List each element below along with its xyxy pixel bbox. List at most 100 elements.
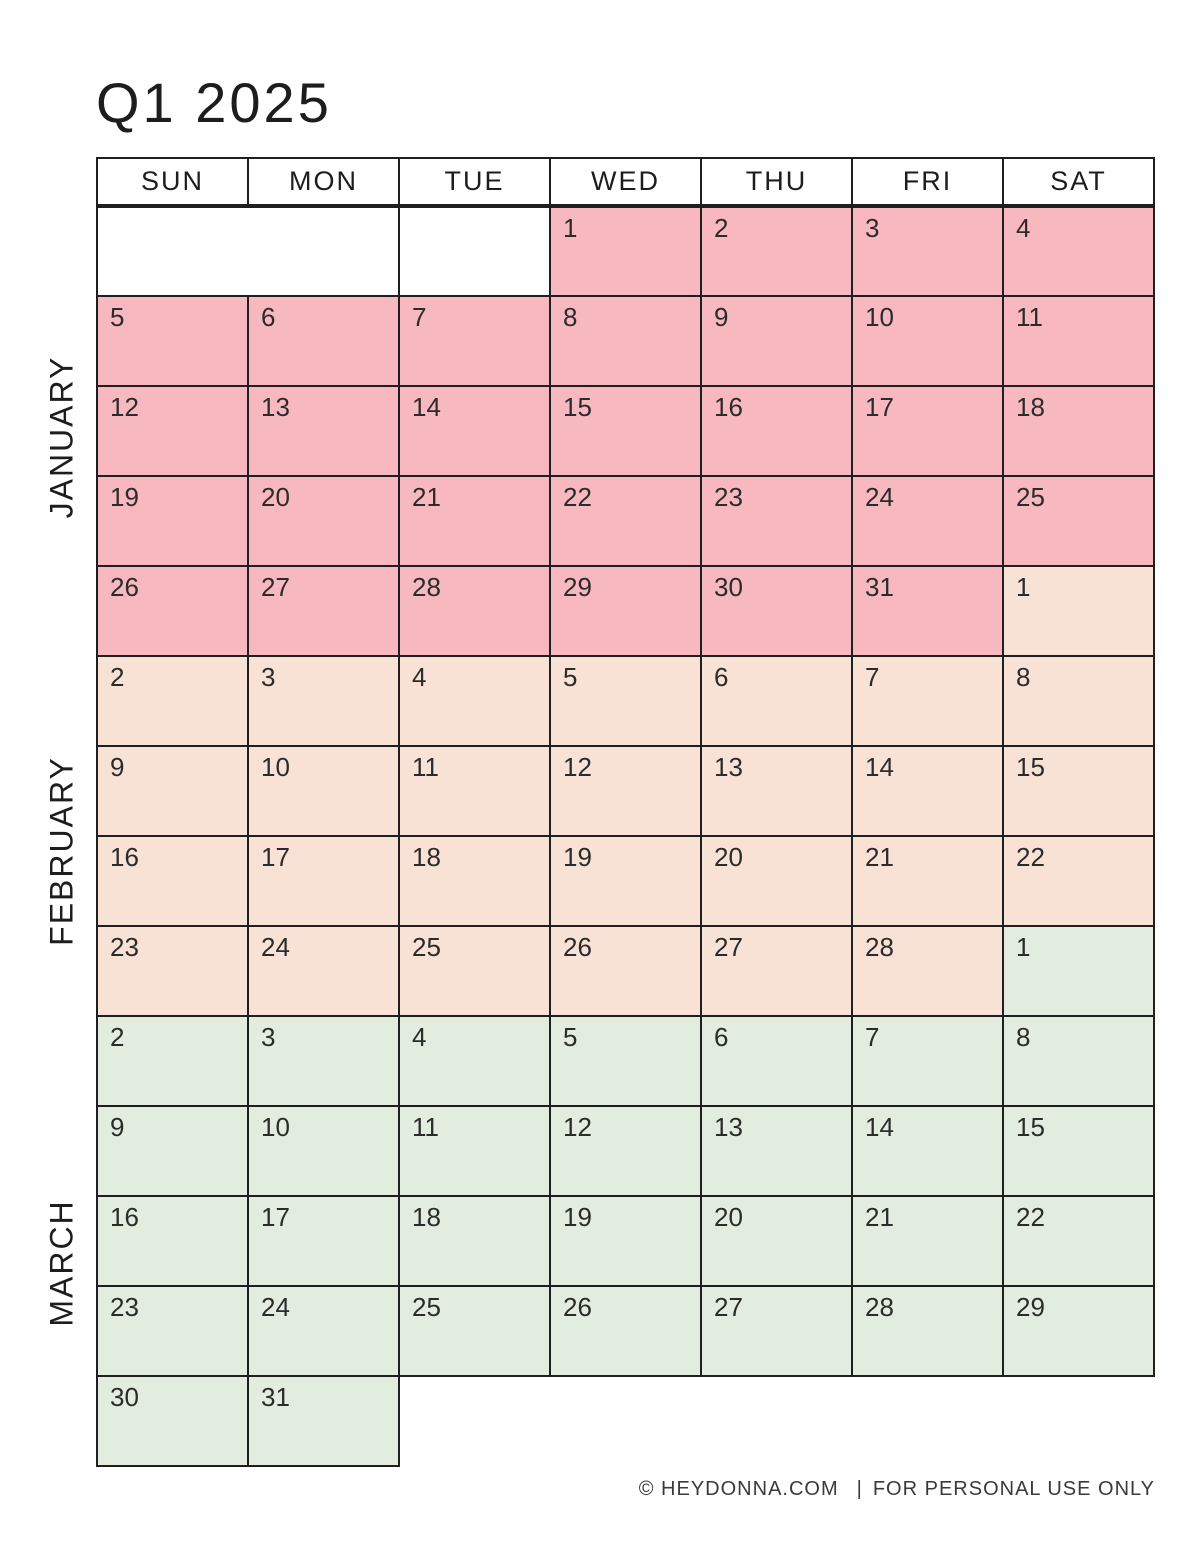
day-number: 8 (563, 302, 578, 332)
day-number: 26 (563, 932, 592, 962)
day-cell-march-26: 26 (549, 1285, 702, 1377)
day-cell-january-11: 11 (1002, 295, 1155, 387)
day-cell-march-6: 6 (700, 1015, 853, 1107)
footer-usage-notice: FOR PERSONAL USE ONLY (872, 1478, 1155, 1500)
day-cell-january-28: 28 (398, 565, 551, 657)
day-cell-february-14: 14 (851, 745, 1004, 837)
day-cell-february-24: 24 (247, 925, 400, 1017)
day-cell-february-2: 2 (96, 655, 249, 747)
week-row: 9 10 11 12 13 14 15 (96, 745, 1155, 837)
week-row: 23 24 25 26 27 28 1 (96, 925, 1155, 1017)
day-cell-february-22: 22 (1002, 835, 1155, 927)
day-number: 5 (110, 302, 125, 332)
day-cell-february-16: 16 (96, 835, 249, 927)
day-number: 23 (714, 482, 743, 512)
week-row: 9 10 11 12 13 14 15 (96, 1105, 1155, 1197)
week-row: 12 13 14 15 16 17 18 (96, 385, 1155, 477)
day-number: 2 (714, 213, 729, 243)
day-cell-january-12: 12 (96, 385, 249, 477)
day-number: 4 (1016, 213, 1031, 243)
weekday-header-mon: MON (247, 157, 400, 208)
day-cell-january-9: 9 (700, 295, 853, 387)
day-number: 22 (1016, 1202, 1045, 1232)
day-number: 20 (261, 482, 290, 512)
day-cell-january-27: 27 (247, 565, 400, 657)
day-number: 7 (865, 1022, 880, 1052)
day-cell-march-17: 17 (247, 1195, 400, 1287)
day-number: 10 (261, 752, 290, 782)
day-number: 12 (563, 1112, 592, 1142)
week-row: 2 3 4 5 6 7 8 (96, 1015, 1155, 1107)
weekday-header-tue: TUE (398, 157, 551, 208)
day-cell-february-3: 3 (247, 655, 400, 747)
day-cell-march-27: 27 (700, 1285, 853, 1377)
day-number: 14 (865, 1112, 894, 1142)
day-number: 4 (412, 1022, 427, 1052)
day-cell-february-20: 20 (700, 835, 853, 927)
day-number: 7 (865, 662, 880, 692)
day-number: 16 (110, 842, 139, 872)
day-number: 17 (261, 842, 290, 872)
weekday-header-wed: WED (549, 157, 702, 208)
day-number: 11 (1016, 302, 1043, 332)
day-number: 23 (110, 1292, 139, 1322)
day-number: 20 (714, 1202, 743, 1232)
day-number: 8 (1016, 1022, 1031, 1052)
day-cell-january-5: 5 (96, 295, 249, 387)
day-number: 31 (865, 572, 894, 602)
day-cell-january-31: 31 (851, 565, 1004, 657)
day-cell-march-7: 7 (851, 1015, 1004, 1107)
day-number: 1 (1016, 572, 1031, 602)
day-cell-january-22: 22 (549, 475, 702, 567)
day-cell-january-17: 17 (851, 385, 1004, 477)
day-cell-march-5: 5 (549, 1015, 702, 1107)
weekday-header-row: SUN MON TUE WED THU FRI SAT (96, 157, 1155, 208)
day-number: 2 (110, 662, 125, 692)
month-label-march: MARCH (43, 1199, 80, 1327)
day-number: 19 (563, 1202, 592, 1232)
day-cell-february-10: 10 (247, 745, 400, 837)
day-cell-january-13: 13 (247, 385, 400, 477)
day-cell-march-28: 28 (851, 1285, 1004, 1377)
day-number: 31 (261, 1382, 290, 1412)
day-cell-january-6: 6 (247, 295, 400, 387)
day-cell-january-2: 2 (700, 205, 853, 297)
day-cell-january-25: 25 (1002, 475, 1155, 567)
day-cell-february-13: 13 (700, 745, 853, 837)
day-cell-march-13: 13 (700, 1105, 853, 1197)
day-cell-january-20: 20 (247, 475, 400, 567)
day-cell-february-19: 19 (549, 835, 702, 927)
day-number: 9 (110, 1112, 125, 1142)
day-cell-february-28: 28 (851, 925, 1004, 1017)
day-number: 21 (865, 1202, 894, 1232)
day-number: 29 (1016, 1292, 1045, 1322)
day-cell-march-21: 21 (851, 1195, 1004, 1287)
day-cell-january-30: 30 (700, 565, 853, 657)
day-number: 23 (110, 932, 139, 962)
day-number: 2 (110, 1022, 125, 1052)
day-number: 19 (563, 842, 592, 872)
week-row: 23 24 25 26 27 28 29 (96, 1285, 1155, 1377)
day-number: 6 (714, 662, 729, 692)
quarter-calendar-grid: SUN MON TUE WED THU FRI SAT 1 2 3 4 5 6 7 8 9 10 11 12 13 1… (96, 157, 1155, 1467)
day-number: 26 (110, 572, 139, 602)
day-number: 27 (714, 1292, 743, 1322)
week-row: 2 3 4 5 6 7 8 (96, 655, 1155, 747)
day-cell-january-3: 3 (851, 205, 1004, 297)
day-cell-january-1: 1 (549, 205, 702, 297)
day-cell-march-2: 2 (96, 1015, 249, 1107)
day-number: 19 (110, 482, 139, 512)
calendar-body: 1 2 3 4 5 6 7 8 9 10 11 12 13 14 15 16 17 18 19 20 21 22 23 24 2… (96, 205, 1155, 1467)
day-number: 12 (110, 392, 139, 422)
day-number: 11 (412, 1112, 439, 1142)
day-number: 21 (865, 842, 894, 872)
day-number: 3 (261, 662, 276, 692)
day-cell-january-10: 10 (851, 295, 1004, 387)
day-cell-february-27: 27 (700, 925, 853, 1017)
day-cell-january-15: 15 (549, 385, 702, 477)
weekday-header-thu: THU (700, 157, 853, 208)
day-cell-march-12: 12 (549, 1105, 702, 1197)
day-number: 14 (865, 752, 894, 782)
day-cell-march-18: 18 (398, 1195, 551, 1287)
day-cell-february-7: 7 (851, 655, 1004, 747)
